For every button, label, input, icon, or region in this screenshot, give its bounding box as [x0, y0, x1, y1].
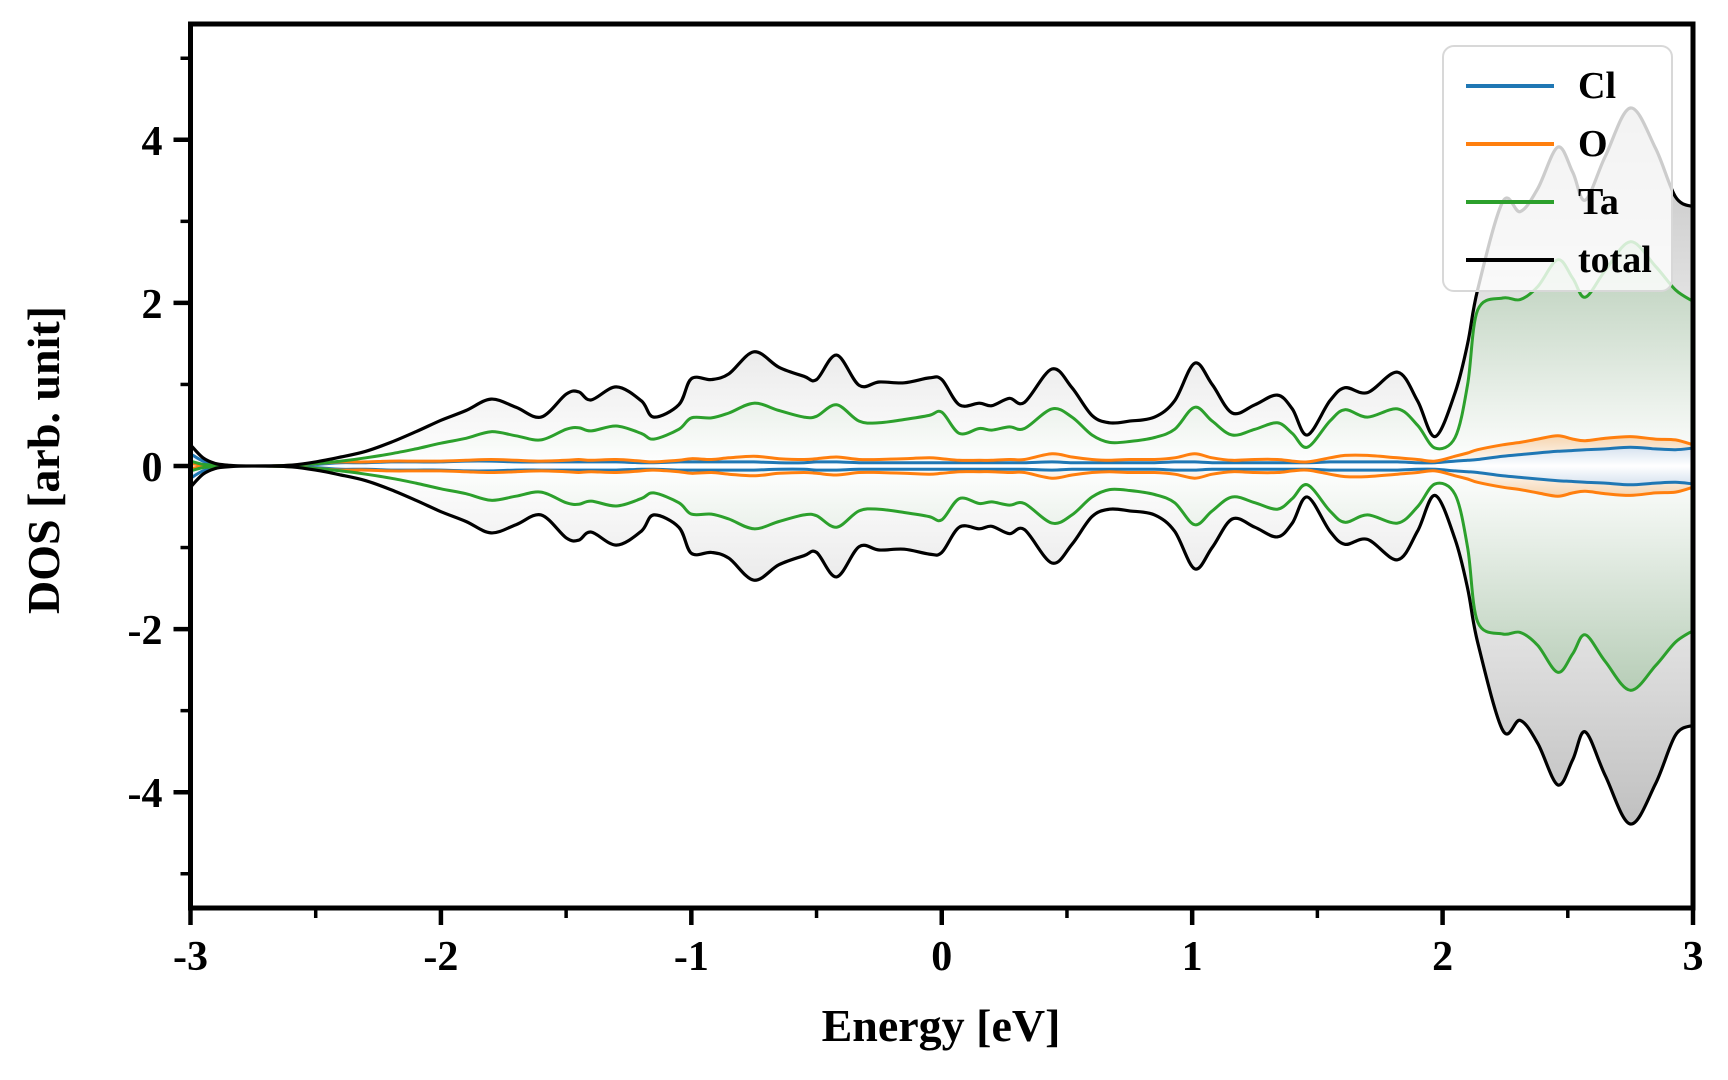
legend-entry-Ta: Ta	[1466, 173, 1671, 231]
tick-labels: -3 -2 -1 0 1 2 3 -4 -2 0 2 4	[128, 119, 1704, 980]
legend-label-total: total	[1578, 239, 1652, 281]
x-axis-title: Energy [eV]	[821, 1000, 1061, 1051]
y-tick-label: -2	[128, 608, 163, 654]
x-tick-label: -3	[173, 934, 208, 980]
y-tick-label: -4	[128, 771, 163, 817]
legend-entry-total: total	[1466, 231, 1671, 289]
y-axis-title: DOS [arb. unit]	[18, 306, 69, 614]
legend-entry-Cl: Cl	[1466, 57, 1671, 115]
legend-line-Ta	[1466, 200, 1554, 204]
series-line-Ta-up	[190, 240, 1693, 468]
series-line-O-up	[190, 434, 1693, 468]
legend-line-total	[1466, 258, 1554, 262]
series-line-total-up	[190, 106, 1693, 468]
series-lines	[190, 106, 1693, 826]
legend-label-Cl: Cl	[1578, 65, 1616, 107]
series-fill-Cl	[190, 447, 1693, 485]
legend-label-O: O	[1578, 123, 1608, 165]
legend-line-Cl	[1466, 84, 1554, 88]
x-tick-label: 3	[1683, 934, 1704, 980]
series-line-Ta-down	[190, 464, 1693, 692]
y-tick-label: 0	[142, 445, 163, 491]
x-tick-label: -2	[423, 934, 458, 980]
series-line-total-down	[190, 464, 1693, 826]
legend-entry-O: O	[1466, 115, 1671, 173]
series-line-O-down	[190, 464, 1693, 498]
legend-label-Ta: Ta	[1578, 181, 1619, 223]
axes	[173, 21, 1696, 925]
x-tick-label: 2	[1432, 934, 1453, 980]
x-tick-label: 0	[931, 934, 952, 980]
legend-line-O	[1466, 142, 1554, 146]
x-tick-label: 1	[1182, 934, 1203, 980]
x-tick-label: -1	[674, 934, 709, 980]
y-tick-label: 4	[142, 119, 163, 165]
series-fills	[190, 107, 1693, 825]
legend-box: Cl O Ta total	[1442, 45, 1673, 292]
y-tick-label: 2	[142, 282, 163, 328]
